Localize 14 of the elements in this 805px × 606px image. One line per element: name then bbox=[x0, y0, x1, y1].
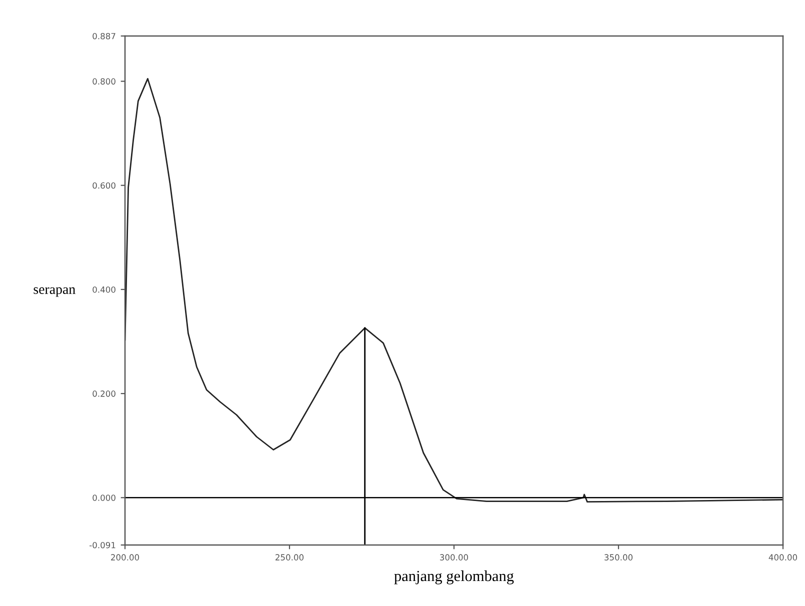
y-tick-label: 0.200 bbox=[92, 390, 116, 397]
x-tick-label: 300.00 bbox=[440, 554, 468, 560]
y-tick-label: 0.000 bbox=[92, 494, 116, 501]
x-tick-label: 250.00 bbox=[276, 554, 304, 560]
y-tick-label: 0.400 bbox=[92, 286, 116, 293]
x-axis-title: panjang gelombang bbox=[394, 570, 514, 584]
y-tick-label: 0.887 bbox=[92, 32, 116, 40]
x-tick-label: 200.00 bbox=[111, 554, 140, 560]
y-tick-label: -0.091 bbox=[90, 542, 116, 548]
y-axis-title: serapan bbox=[34, 287, 76, 297]
y-tick-label: 0.600 bbox=[92, 182, 116, 189]
x-tick-label: 400.00 bbox=[768, 554, 798, 560]
y-tick-label: 0.800 bbox=[92, 78, 116, 85]
x-tick-label: 350.00 bbox=[604, 554, 633, 560]
